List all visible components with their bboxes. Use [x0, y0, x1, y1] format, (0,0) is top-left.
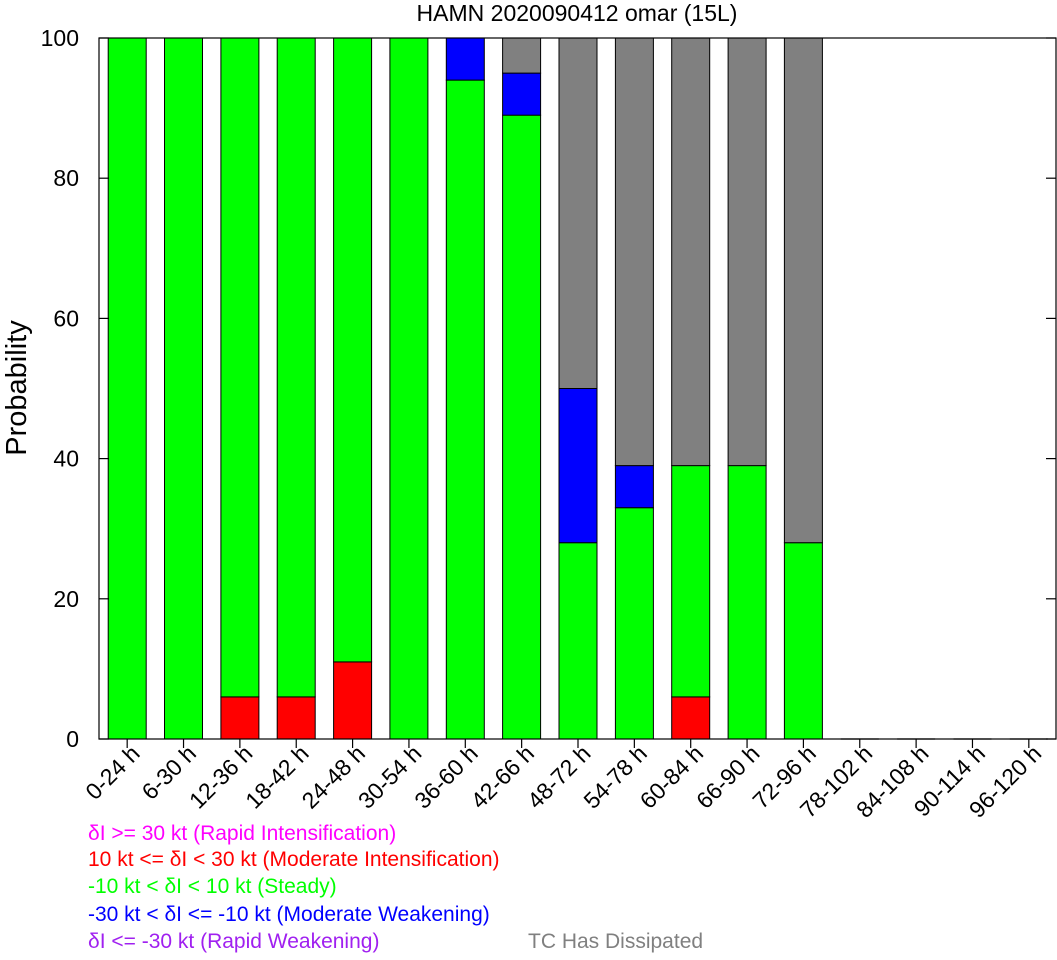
x-tick-label-0: 0-24 h	[80, 740, 145, 805]
bar-segment-10-series-5	[671, 37, 711, 467]
x-tick-labels: 0-24 h6-30 h12-36 h18-42 h24-48 h30-54 h…	[80, 740, 1046, 823]
bar-segment-6-series-2	[445, 79, 485, 740]
y-axis-label: Probability	[1, 320, 33, 456]
bar-segment-5-series-2	[389, 37, 429, 740]
y-tick-label-1: 20	[53, 586, 79, 612]
y-tick-label-2: 40	[53, 446, 79, 472]
bar-segment-8-series-3	[558, 388, 598, 544]
chart-title: HAMN 2020090412 omar (15L)	[417, 0, 738, 26]
bar-segment-11-series-5	[727, 37, 767, 467]
y-tick-label-3: 60	[53, 305, 79, 331]
bar-segment-6-series-3	[445, 37, 485, 81]
bar-segment-4-series-1	[333, 661, 373, 740]
bar-segment-8-series-2	[558, 542, 598, 740]
bar-segment-8-series-5	[558, 37, 598, 389]
bar-segment-0-series-2	[107, 37, 147, 740]
bar-segment-10-series-1	[671, 696, 711, 740]
bar-segment-9-series-5	[614, 37, 654, 467]
bar-segment-3-series-1	[276, 696, 316, 740]
bar-segment-7-series-2	[502, 114, 542, 740]
bar-segment-9-series-3	[614, 465, 654, 509]
axes-group	[98, 37, 1057, 748]
bar-segment-3-series-2	[276, 37, 316, 698]
bar-segment-7-series-5	[502, 37, 542, 74]
bar-segment-1-series-2	[164, 37, 203, 740]
legend-entry-2: -10 kt < δI < 10 kt (Steady)	[88, 875, 337, 898]
bar-segment-11-series-2	[727, 465, 767, 740]
bar-segment-12-series-2	[783, 542, 823, 740]
y-tick-label-0: 0	[66, 726, 79, 752]
legend-entry-5: TC Has Dissipated	[528, 930, 704, 953]
y-tick-label-5: 100	[41, 25, 79, 51]
y-tick-label-4: 80	[53, 165, 79, 191]
legend-entry-4: δI <= -30 kt (Rapid Weakening)	[88, 930, 380, 953]
y-tick-labels: 0 20 40 60 80 100	[41, 25, 79, 752]
bars-group	[107, 37, 1048, 740]
bar-segment-7-series-3	[502, 72, 542, 116]
bar-segment-4-series-2	[333, 37, 373, 663]
bar-segment-12-series-5	[783, 37, 823, 544]
bar-segment-9-series-2	[614, 507, 654, 740]
legend-entry-0: δI >= 30 kt (Rapid Intensification)	[88, 822, 397, 845]
bar-segment-10-series-2	[671, 465, 711, 698]
legend-entry-1: 10 kt <= δI < 30 kt (Moderate Intensific…	[88, 848, 500, 871]
legend-entry-3: -30 kt < δI <= -10 kt (Moderate Weakenin…	[88, 903, 490, 926]
bar-segment-2-series-2	[220, 37, 260, 698]
bar-segment-2-series-1	[220, 696, 260, 740]
